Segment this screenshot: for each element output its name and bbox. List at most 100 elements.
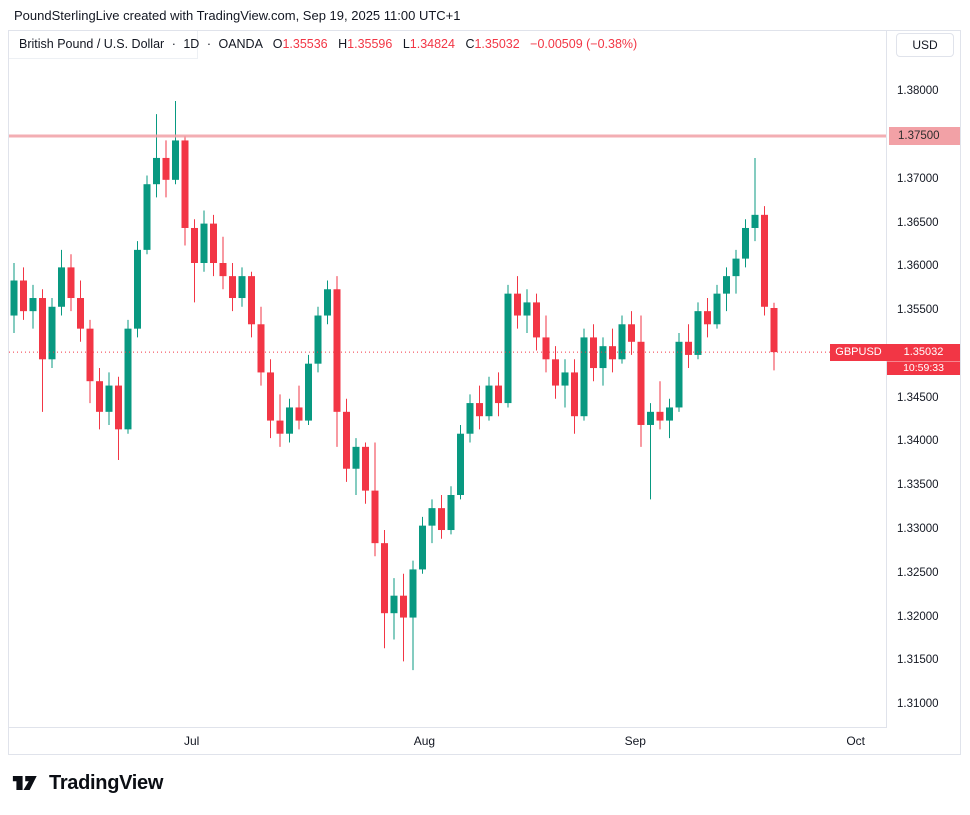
candle-body [191,227,198,263]
candle-body [685,341,692,355]
candle-body [276,420,284,434]
candle-body [732,258,740,277]
price-tick: 1.33500 [897,479,939,492]
legend-pane-divider [9,31,198,59]
price-tick: 1.31500 [897,654,939,667]
price-axis[interactable]: 1.38000 1.37000 1.36500 1.36000 1.35500 1.345… [888,31,960,728]
candle-body [20,280,27,312]
candle-body [115,385,122,430]
candle-body [314,315,322,364]
candle-body [438,508,445,531]
candle-body [390,595,398,614]
price-tick: 1.32500 [897,566,939,579]
symbol-legend: British Pound / U.S. Dollar · 1D · OANDA… [19,37,637,51]
price-tick: 1.35500 [897,304,939,317]
candle-body [656,411,664,421]
candle-body [485,385,493,417]
attribution-header: PoundSterlingLive created with TradingVi… [14,8,461,23]
candle-body [694,311,702,355]
candle-body [523,302,531,316]
price-badge-symbol: GBPUSD [830,343,887,361]
price-pane[interactable]: British Pound / U.S. Dollar · 1D · OANDA… [9,31,887,728]
open-value: 1.35536 [282,37,328,51]
exchange-label: OANDA [218,37,263,51]
change-value: −0.00509 (−0.38%) [530,37,638,51]
candle-body [172,140,179,180]
low-letter: L [402,37,410,51]
price-badge-value: 1.35032 [887,343,960,361]
candle-body [333,289,341,412]
price-tick: 1.36000 [897,260,939,273]
candle-body [495,385,502,404]
candle-body [561,372,569,386]
candle-body [58,267,65,307]
candle-body [67,267,75,299]
candle-body [96,381,103,412]
legend-separator: · [206,37,211,51]
candle-body [238,276,246,299]
close-letter: C [465,37,475,51]
price-tick: 1.34000 [897,435,939,448]
time-axis[interactable]: Jul Aug Sep Oct [9,729,960,754]
candle-body [352,446,360,469]
candle-body [409,569,417,618]
candle-body [447,495,455,531]
candle-body [618,324,626,360]
candle-body [153,157,160,185]
candle-body [504,293,512,404]
candle-body [704,311,711,325]
price-tick: 1.38000 [897,85,939,98]
high-letter: H [338,37,348,51]
candle-body [343,411,350,469]
candle-body [248,276,255,325]
candle-body [457,433,464,495]
candle-body [580,337,588,417]
candle-body [134,249,141,329]
candle-body [609,346,616,360]
candle-body [257,324,265,373]
candle-body [770,307,778,353]
candle-body [210,223,217,263]
candle-body [571,372,578,417]
price-tick: 1.32000 [897,610,939,623]
candle-body [286,407,293,434]
candle-body [723,276,730,294]
symbol-name[interactable]: British Pound / U.S. Dollar [19,37,165,51]
bar-countdown: 10:59:33 [887,360,960,375]
candle-body [647,411,654,425]
candle-body [162,157,170,180]
candlestick-chart [9,101,886,671]
candle-body [324,289,331,316]
high-value: 1.35596 [347,37,393,51]
low-value: 1.34824 [409,37,455,51]
candle-body [419,525,426,570]
candle-body [761,214,768,307]
price-tick: 1.33000 [897,523,939,536]
candle-body [181,140,189,228]
currency-selector-button[interactable]: USD [896,33,954,57]
candle-body [86,328,94,382]
candle-body [675,341,683,408]
close-value: 1.35032 [474,37,520,51]
candle-body [742,227,749,259]
price-badge-row: GBPUSD 1.35032 [830,343,960,361]
candle-body [124,328,132,430]
candle-body [229,276,236,299]
candle-body [400,595,407,618]
candle-body [39,298,46,360]
tradingview-logo-text: TradingView [49,771,164,794]
candle-body [48,306,56,360]
candle-body [599,346,607,369]
candle-body [466,403,474,434]
candle-body [542,337,550,360]
tradingview-logo[interactable]: TradingView [12,770,163,796]
interval-label[interactable]: 1D [183,37,200,51]
price-tick: 1.37000 [897,172,939,185]
price-tick: 1.34500 [897,391,939,404]
candle-body [305,363,312,421]
candle-body [295,407,303,421]
candle-body [751,214,759,228]
chart-frame: British Pound / U.S. Dollar · 1D · OANDA… [8,30,961,755]
candle-body [371,490,379,544]
